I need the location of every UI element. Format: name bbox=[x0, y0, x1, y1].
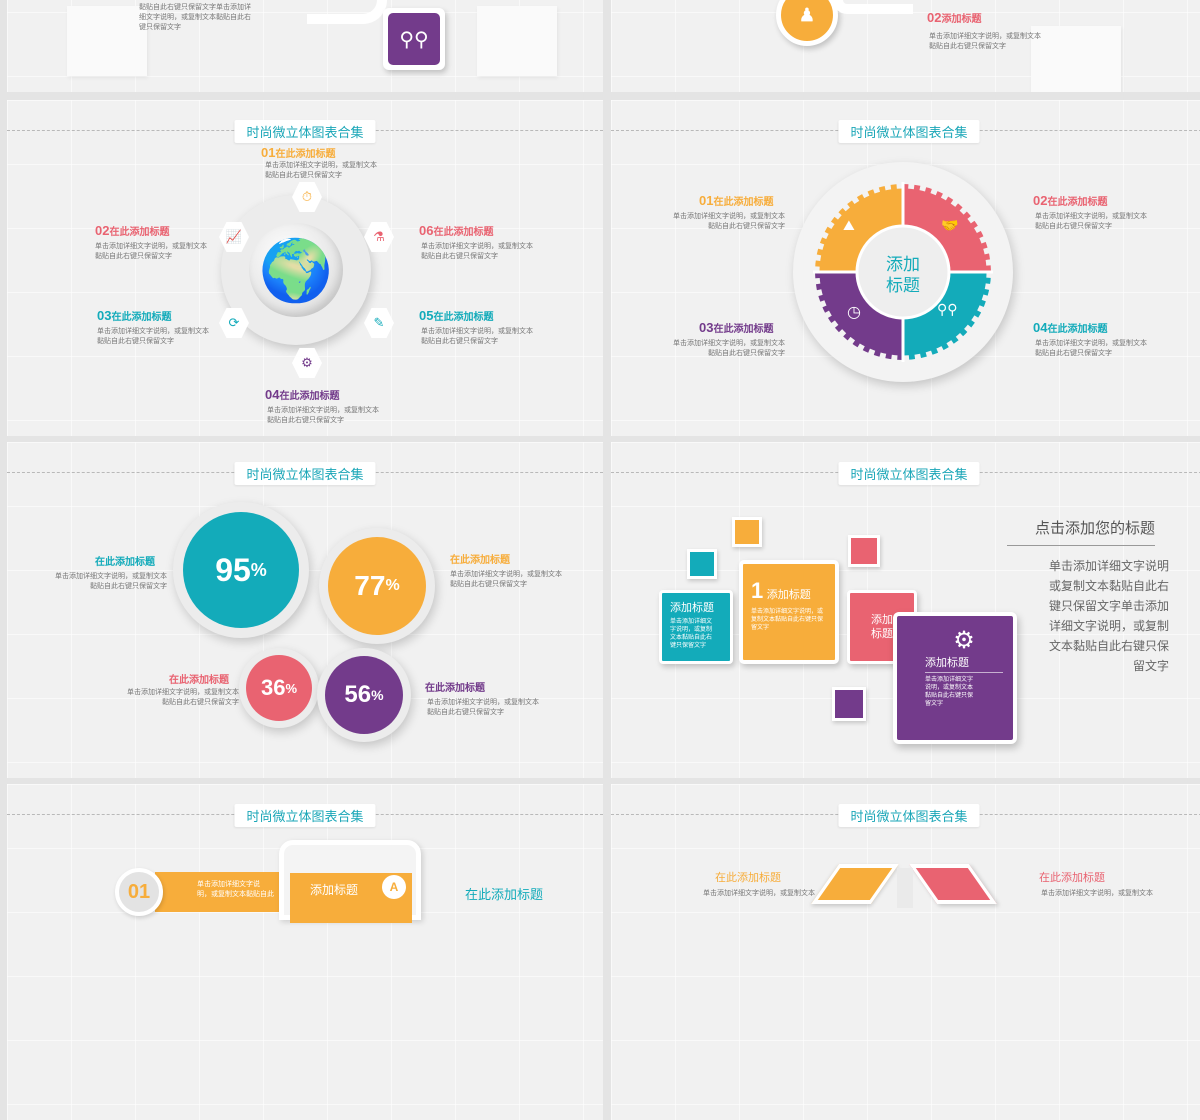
connector-line bbox=[833, 0, 913, 14]
item-95-desc: 单击添加详细文字说明，或复制文本 黏贴自此右键只保留文字 bbox=[55, 572, 167, 590]
bg-tile bbox=[1031, 26, 1121, 92]
item-03-heading: 03在此添加标题 bbox=[699, 320, 774, 335]
slide-7[interactable]: 时尚微立体图表合集 01 单击添加详细文字说 明，或复制文本黏贴自此 添加标题 A… bbox=[7, 784, 603, 1120]
step-desc: 单击添加详细文字说 明，或复制文本黏贴自此 bbox=[197, 880, 274, 898]
item-04-desc: 单击添加详细文字说明，或复制文本 黏贴自此右键只保留文字 bbox=[1035, 339, 1147, 357]
item-05-desc: 单击添加详细文字说明，或复制文本 黏贴自此右键只保留文字 bbox=[421, 327, 533, 345]
slide-4[interactable]: 时尚微立体图表合集 添加 标题 ⛰ 🤝 ◷ ⚲⚲ 01在此添加标题 单击添加详细文… bbox=[611, 100, 1200, 436]
bg-tile bbox=[67, 6, 147, 76]
trophy-icon: ♟ bbox=[776, 0, 838, 46]
item-04-heading: 04在此添加标题 bbox=[265, 387, 340, 402]
center-divider bbox=[897, 868, 913, 908]
edit-icon: ✎ bbox=[364, 308, 394, 338]
chart-icon: 📈 bbox=[219, 222, 249, 252]
item-02-desc: 单击添加详细文字说明，或复制文本 黏贴自此右键只保留文字 bbox=[1035, 212, 1147, 230]
item-01-desc: 单击添加详细文字说明，或复制文本 黏贴自此右键只保留文字 bbox=[265, 161, 377, 179]
slide-title: 时尚微立体图表合集 bbox=[234, 120, 376, 143]
right-desc: 单击添加详细文字说明，或复制文本 bbox=[1041, 889, 1153, 897]
body-text: 单击添加详细文字说明 或复制文本黏贴自此右 键只保留文字单击添加 详细文字说明，或复制… bbox=[1048, 559, 1169, 673]
item-03-desc: 单击添加详细文字说明，或复制文本 黏贴自此右键只保留文字 bbox=[97, 327, 209, 345]
arrow-pink bbox=[908, 864, 998, 904]
badge-a: A bbox=[382, 875, 406, 899]
slide-6[interactable]: 时尚微立体图表合集 添加标题 单击添加详细文 字说明，或复制 文本黏贴自此右 键只保留… bbox=[611, 442, 1200, 778]
climber-icon: ⛰ bbox=[843, 218, 855, 234]
item-36-desc: 单击添加详细文字说明，或复制文本 黏贴自此右键只保留文字 bbox=[127, 688, 239, 706]
arrow-orange bbox=[810, 864, 900, 904]
timer-icon: ⏱ bbox=[292, 182, 322, 212]
percent-56: 56% bbox=[325, 656, 403, 734]
gears-icon: ⚙ bbox=[292, 348, 322, 378]
phone-frame: 添加标题 A bbox=[279, 840, 421, 923]
item-06-desc: 单击添加详细文字说明，或复制文本 黏贴自此右键只保留文字 bbox=[421, 242, 533, 260]
connector-line bbox=[307, 0, 387, 24]
item-04-heading: 04在此添加标题 bbox=[1033, 320, 1108, 335]
item-02-heading: 02添加标题 bbox=[927, 10, 982, 25]
right-heading: 在此添加标题 bbox=[465, 888, 544, 903]
item-56-desc: 单击添加详细文字说明，或复制文本 黏贴自此右键只保留文字 bbox=[427, 698, 539, 716]
refresh-icon: ⟳ bbox=[219, 308, 249, 338]
percent-36: 36% bbox=[246, 655, 312, 721]
slide-1[interactable]: 黏贴自此右键只保留文字单击添加详 细文字说明，或复制文本黏贴自此右 键只保留文字 ⚲… bbox=[7, 0, 603, 92]
square-pink-small bbox=[848, 535, 880, 567]
team-icon: ⚲⚲ bbox=[937, 302, 958, 318]
flask-icon: ⚗ bbox=[364, 222, 394, 252]
item-02-heading: 02在此添加标题 bbox=[95, 223, 170, 238]
slide-title: 时尚微立体图表合集 bbox=[838, 804, 980, 827]
right-heading: 在此添加标题 bbox=[1039, 871, 1105, 884]
handshake-icon: 🤝 bbox=[941, 218, 959, 234]
percent-77: 77% bbox=[328, 537, 426, 635]
item-05-heading: 05在此添加标题 bbox=[419, 308, 494, 323]
slide-title: 时尚微立体图表合集 bbox=[838, 462, 980, 485]
slide-3[interactable]: 时尚微立体图表合集 🌍 ⏱ 📈 ⚗ ⟳ ✎ ⚙ 01在此添加标题 单击添加详细文… bbox=[7, 100, 603, 436]
gear-center-title: 添加 标题 bbox=[886, 255, 920, 296]
gears-icon: ⚙ bbox=[953, 626, 975, 654]
square-teal-small bbox=[687, 549, 717, 579]
box-purple: ⚙ 添加标题 单击添加详细文字 说明，或复制文本 黏贴自此右键只保 留文字 bbox=[893, 612, 1017, 744]
slide-8[interactable]: 时尚微立体图表合集 在此添加标题 单击添加详细文字说明，或复制文本 在此添加标题… bbox=[611, 784, 1200, 1120]
slide-title: 时尚微立体图表合集 bbox=[234, 462, 376, 485]
people-tile: ⚲⚲ bbox=[383, 8, 445, 70]
slide-5[interactable]: 时尚微立体图表合集 95% 77% 36% 56% 在此添加标题 单击添加详细文… bbox=[7, 442, 603, 778]
item-03-heading: 03在此添加标题 bbox=[97, 308, 172, 323]
item-04-desc: 单击添加详细文字说明，或复制文本 黏贴自此右键只保留文字 bbox=[267, 406, 379, 424]
item-03-desc: 单击添加详细文字说明，或复制文本 黏贴自此右键只保留文字 bbox=[673, 339, 785, 357]
percent-95: 95% bbox=[183, 512, 299, 628]
bg-tile bbox=[477, 6, 557, 76]
desc-text: 黏贴自此右键只保留文字单击添加详 细文字说明，或复制文本黏贴自此右 键只保留文字 bbox=[139, 3, 251, 31]
slide-2[interactable]: ♟ 02添加标题 单击添加详细文字说明，或复制文本 黏贴自此右键只保留文字 bbox=[611, 0, 1200, 92]
globe-icon: 🌍 bbox=[249, 223, 343, 317]
step-number: 01 bbox=[115, 868, 163, 916]
clock-icon: ◷ bbox=[847, 302, 861, 321]
item-36-heading: 在此添加标题 bbox=[169, 675, 229, 686]
item-77-heading: 在此添加标题 bbox=[450, 555, 510, 566]
item-56-heading: 在此添加标题 bbox=[425, 683, 485, 694]
item-02-heading: 02在此添加标题 bbox=[1033, 193, 1108, 208]
item-02-desc: 单击添加详细文字说明，或复制文本 黏贴自此右键只保留文字 bbox=[95, 242, 207, 260]
box-orange: 1 添加标题 单击添加详细文字说明，或 复制文本黏贴自此右键只保 留文字 bbox=[739, 560, 839, 664]
item-02-desc: 单击添加详细文字说明，或复制文本 黏贴自此右键只保留文字 bbox=[929, 32, 1041, 50]
item-06-heading: 06在此添加标题 bbox=[419, 223, 494, 238]
square-purple-small bbox=[832, 687, 866, 721]
slide-title: 时尚微立体图表合集 bbox=[234, 804, 376, 827]
heading-underline bbox=[1007, 545, 1155, 546]
box-teal: 添加标题 单击添加详细文 字说明，或复制 文本黏贴自此右 键只保留文字 bbox=[659, 590, 733, 664]
square-orange-small bbox=[732, 517, 762, 547]
left-heading: 在此添加标题 bbox=[715, 871, 781, 884]
item-77-desc: 单击添加详细文字说明，或复制文本 黏贴自此右键只保留文字 bbox=[450, 570, 562, 588]
slide-title: 时尚微立体图表合集 bbox=[838, 120, 980, 143]
item-95-heading: 在此添加标题 bbox=[95, 557, 155, 568]
people-icon: ⚲⚲ bbox=[388, 13, 440, 65]
gear-chart bbox=[810, 179, 996, 365]
heading: 点击添加您的标题 bbox=[1034, 519, 1155, 537]
item-01-heading: 01在此添加标题 bbox=[261, 145, 336, 160]
item-01-heading: 01在此添加标题 bbox=[699, 193, 774, 208]
item-01-desc: 单击添加详细文字说明，或复制文本 黏贴自此右键只保留文字 bbox=[673, 212, 785, 230]
left-desc: 单击添加详细文字说明，或复制文本 bbox=[703, 889, 815, 897]
